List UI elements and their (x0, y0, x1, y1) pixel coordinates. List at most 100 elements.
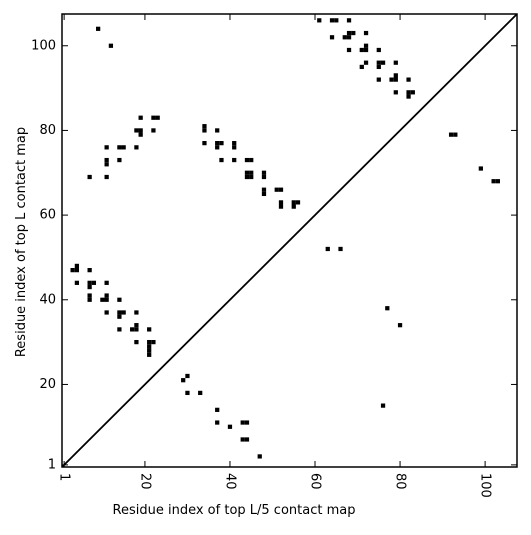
contact-cell (346, 30, 352, 36)
contact-cell (134, 339, 139, 345)
contact-cell (376, 60, 381, 65)
contact-cell (359, 64, 364, 70)
contact-cell (96, 26, 101, 31)
y-tick-label: 80 (39, 123, 56, 138)
x-axis-label: Residue index of top L/5 contact map (113, 503, 356, 518)
contact-cell (202, 141, 207, 146)
contact-cell (249, 174, 254, 180)
contact-cell (147, 352, 152, 357)
contact-cell (147, 327, 152, 332)
contact-cell (151, 339, 156, 345)
contact-cell (406, 90, 411, 95)
contact-cell (138, 132, 143, 137)
contact-cell (185, 390, 190, 396)
contact-cell (151, 115, 156, 120)
contact-cell (346, 35, 352, 40)
y-axis-label: Residue index of top L contact map (14, 127, 29, 357)
contact-cell (215, 407, 220, 412)
contact-cell (134, 310, 139, 315)
contact-cell (291, 204, 296, 209)
contact-cell (385, 306, 390, 311)
contact-cell (261, 187, 267, 192)
contact-cell (295, 200, 301, 205)
contact-cell (121, 145, 126, 150)
x-tick-label: 40 (222, 473, 237, 490)
contact-cell (87, 297, 92, 302)
x-tick-label: 20 (137, 473, 152, 490)
contact-cell (334, 18, 339, 23)
contact-cell (278, 187, 284, 192)
diagonal-line (61, 13, 518, 468)
contact-cell (249, 157, 254, 163)
contact-cell (134, 128, 139, 133)
contact-cell (87, 293, 92, 298)
x-tick-label: 80 (393, 473, 408, 490)
contact-cell (104, 280, 109, 285)
contact-cell (100, 297, 105, 302)
x-tick-label: 1 (57, 473, 72, 481)
contact-cell (478, 166, 483, 171)
contact-cell (363, 60, 369, 65)
contact-cell (104, 310, 109, 315)
contact-cell (376, 47, 381, 53)
contact-cell (380, 60, 386, 65)
contact-cell (87, 174, 92, 180)
contact-cell (232, 141, 237, 146)
contact-cell (104, 293, 109, 298)
contact-cell (117, 327, 122, 332)
contact-cell (346, 18, 352, 23)
x-tick-label: 100 (478, 473, 493, 498)
contact-cell (130, 327, 135, 332)
contact-cell (104, 145, 109, 150)
contact-cell (397, 323, 403, 328)
contact-cell (147, 344, 152, 349)
contact-cell (325, 246, 330, 252)
contact-cell (134, 323, 139, 328)
contact-cell (257, 454, 262, 459)
contact-cell (491, 179, 496, 184)
contact-cell (376, 77, 381, 82)
contact-cell (363, 43, 369, 48)
contact-cell (261, 170, 267, 175)
contact-cell (74, 280, 80, 285)
contact-cell (232, 145, 237, 150)
contact-cell (117, 314, 122, 319)
contact-cell (227, 424, 233, 429)
contact-cell (215, 420, 220, 425)
contact-cell (151, 128, 156, 133)
contact-cell (181, 378, 186, 383)
contact-cell (87, 280, 92, 285)
contact-cell (219, 157, 224, 163)
contact-cell (380, 403, 386, 408)
contact-cell (329, 35, 335, 40)
y-tick-label: 100 (31, 38, 56, 53)
contact-cell (202, 124, 207, 129)
contact-cell (138, 115, 143, 120)
contact-cell (393, 60, 398, 65)
contact-cell (215, 128, 220, 133)
contact-cell (274, 187, 279, 192)
contact-cell (138, 128, 143, 133)
contact-cell (147, 339, 152, 345)
contact-cell (244, 157, 250, 163)
contact-cell (240, 437, 245, 442)
contact-cell (406, 77, 411, 82)
contact-cell (104, 297, 109, 302)
y-tick-label: 60 (39, 208, 56, 223)
upper-triangle-contacts (87, 18, 500, 252)
contact-cell (117, 145, 122, 150)
contact-cell (291, 200, 296, 205)
contact-cell (87, 284, 92, 290)
contact-cell (87, 268, 92, 273)
contact-cell (495, 179, 500, 184)
contact-cell (346, 47, 352, 53)
contact-cell (185, 373, 190, 379)
contact-cell (244, 170, 250, 175)
contact-cell (359, 47, 364, 53)
contact-cell (406, 94, 411, 99)
contact-cell (134, 327, 139, 332)
contact-cell (261, 174, 267, 180)
contact-cell (104, 174, 109, 180)
